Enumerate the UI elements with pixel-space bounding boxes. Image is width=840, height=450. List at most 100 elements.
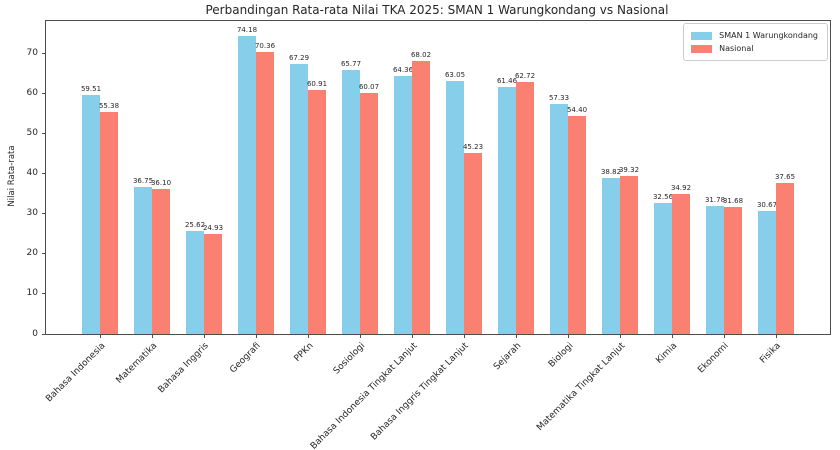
- y-tick-label: 0: [32, 328, 38, 339]
- bar-value-label: 25.62: [184, 221, 206, 230]
- bar-nasional: [776, 182, 794, 334]
- bar-value-label: 57.33: [548, 93, 570, 102]
- bar-sman: [342, 70, 360, 334]
- bar-sman: [758, 210, 776, 334]
- x-tick-label: Sosiologi: [331, 341, 368, 377]
- x-tick-mark: [775, 334, 777, 338]
- bar-value-label: 34.92: [670, 183, 692, 192]
- bar-nasional: [360, 92, 378, 334]
- x-tick-label: Biologi: [546, 341, 576, 370]
- bar-nasional: [204, 233, 222, 334]
- x-tick-mark: [567, 334, 569, 338]
- bar-value-label: 67.29: [288, 53, 310, 62]
- bar-nasional: [724, 206, 742, 334]
- bar-value-label: 36.75: [132, 176, 154, 185]
- legend-label-nasional: Nasional: [719, 44, 754, 53]
- bar-value-label: 45.23: [462, 142, 484, 151]
- bar-sman: [706, 206, 724, 334]
- x-tick-label: Bahasa Inggris: [156, 341, 212, 396]
- bar-sman: [446, 81, 464, 334]
- y-tick-mark: [42, 52, 46, 54]
- y-tick-label: 70: [26, 47, 38, 58]
- x-tick-label: Matematika Tingkat Lanjut: [535, 341, 628, 434]
- bar-value-label: 64.36: [392, 65, 414, 74]
- legend: SMAN 1 Warungkondang Nasional: [683, 23, 828, 61]
- bar-sman: [290, 63, 308, 334]
- bar-value-label: 55.38: [98, 101, 120, 110]
- bar-nasional: [308, 89, 326, 334]
- x-tick-mark: [515, 334, 517, 338]
- y-tick-mark: [42, 253, 46, 255]
- bar-value-label: 62.72: [514, 72, 536, 81]
- bar-nasional: [256, 51, 274, 334]
- bar-value-label: 38.82: [600, 168, 622, 177]
- plot-area: 0 10 20 30 40 50 60 70 59.51 55.38 Bahasa Indonesi…: [27, 20, 831, 450]
- y-tick-mark: [42, 333, 46, 335]
- x-tick-mark: [359, 334, 361, 338]
- bar-sman: [654, 203, 672, 334]
- bar-value-label: 60.07: [358, 82, 380, 91]
- bar-nasional: [620, 176, 638, 334]
- x-tick-mark: [307, 334, 309, 338]
- bar-nasional: [464, 152, 482, 334]
- legend-item-sman: SMAN 1 Warungkondang: [691, 29, 818, 42]
- bar-value-label: 30.67: [756, 200, 778, 209]
- bar-nasional: [152, 189, 170, 334]
- x-tick-mark: [151, 334, 153, 338]
- bar-value-label: 65.77: [340, 60, 362, 69]
- y-tick-mark: [42, 132, 46, 134]
- bar-sman: [238, 36, 256, 334]
- x-tick-mark: [723, 334, 725, 338]
- bar-value-label: 24.93: [202, 223, 224, 232]
- legend-label-sman: SMAN 1 Warungkondang: [719, 31, 818, 40]
- legend-swatch-nasional: [691, 44, 713, 53]
- bar-value-label: 54.40: [566, 105, 588, 114]
- bar-sman: [498, 87, 516, 334]
- x-tick-mark: [671, 334, 673, 338]
- y-tick-label: 50: [26, 127, 38, 138]
- x-tick-label: Ekonomi: [696, 341, 732, 376]
- bar-value-label: 60.91: [306, 79, 328, 88]
- x-tick-label: PPKn: [292, 341, 316, 364]
- y-tick-mark: [42, 92, 46, 94]
- bar-nasional: [568, 115, 586, 334]
- bar-value-label: 32.56: [652, 193, 674, 202]
- bar-sman: [134, 186, 152, 334]
- bar-value-label: 31.68: [722, 196, 744, 205]
- bar-value-label: 31.78: [704, 196, 726, 205]
- chart-title: Perbandingan Rata-rata Nilai TKA 2025: S…: [205, 3, 669, 17]
- y-tick-label: 10: [26, 288, 38, 299]
- x-tick-label: Geografi: [228, 341, 264, 376]
- bar-value-label: 36.10: [150, 179, 172, 188]
- bar-nasional: [672, 193, 690, 334]
- bar-nasional: [516, 82, 534, 334]
- y-axis-label: Nilai Rata-rata: [7, 145, 17, 207]
- legend-swatch-sman: [691, 31, 713, 40]
- legend-item-nasional: Nasional: [691, 42, 818, 55]
- y-tick-mark: [42, 172, 46, 174]
- x-tick-label: Bahasa Inggris Tingkat Lanjut: [369, 341, 472, 443]
- y-tick-mark: [42, 213, 46, 215]
- x-tick-label: Kimia: [654, 341, 680, 366]
- bar-value-label: 74.18: [236, 26, 258, 35]
- bar-value-label: 63.05: [444, 71, 466, 79]
- y-tick-label: 40: [26, 167, 38, 178]
- x-tick-mark: [463, 334, 465, 338]
- bar-sman: [550, 103, 568, 334]
- x-tick-label: Matematika: [114, 341, 160, 386]
- bar-value-label: 68.02: [410, 51, 432, 60]
- y-tick-label: 60: [26, 87, 38, 98]
- bar-value-label: 37.65: [774, 172, 796, 181]
- bar-sman: [602, 178, 620, 334]
- x-tick-label: Bahasa Indonesia: [43, 341, 108, 405]
- y-tick-label: 30: [26, 208, 38, 219]
- x-tick-label: Sejarah: [491, 341, 524, 373]
- x-tick-label: Fisika: [758, 341, 784, 366]
- bar-value-label: 59.51: [80, 85, 102, 94]
- bar-sman: [82, 95, 100, 334]
- x-tick-label: Bahasa Indonesia Tingkat Lanjut: [308, 341, 420, 450]
- x-tick-mark: [255, 334, 257, 338]
- x-tick-mark: [411, 334, 413, 338]
- bar-value-label: 61.46: [496, 77, 518, 86]
